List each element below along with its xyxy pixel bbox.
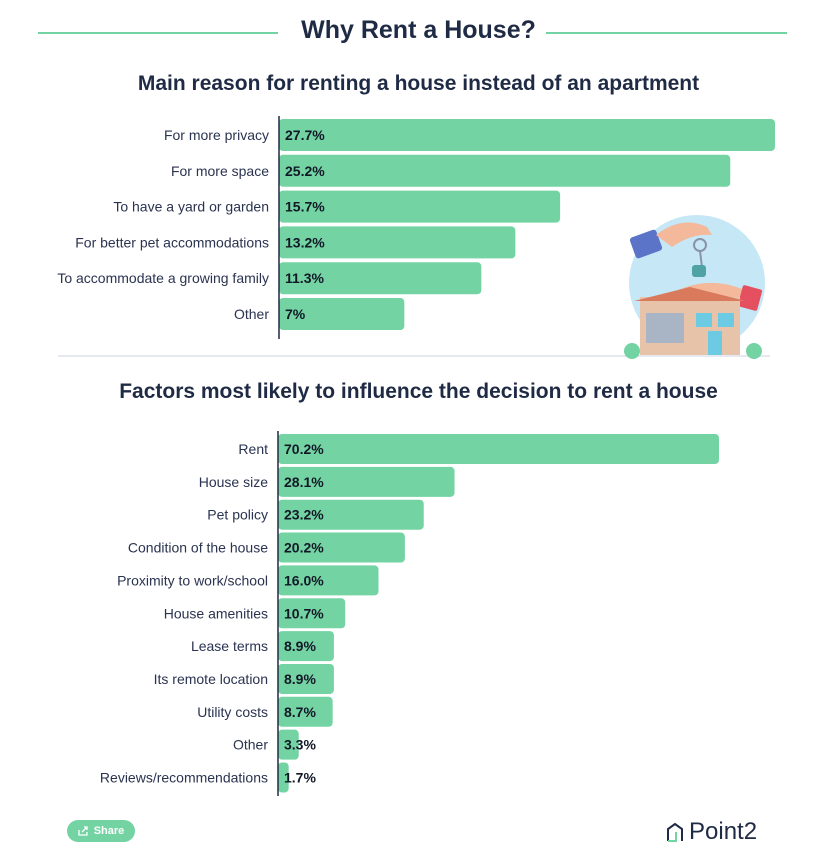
chart2-data-label: 23.2% xyxy=(284,507,324,523)
share-button[interactable]: Share xyxy=(67,820,135,842)
header-left-line xyxy=(38,32,278,34)
chart2-data-label: 8.7% xyxy=(284,704,316,720)
chart2-bar xyxy=(278,696,333,727)
chart2-category-label: House size xyxy=(199,474,268,490)
chart2-data-label: 20.2% xyxy=(284,540,324,556)
chart2-category-label: Pet policy xyxy=(207,507,268,523)
chart2-bar xyxy=(278,663,334,694)
chart2-category-label: Reviews/recommendations xyxy=(100,770,268,786)
chart1-data-label: 13.2% xyxy=(285,234,325,250)
chart1-bar xyxy=(279,154,731,187)
share-icon xyxy=(78,826,88,836)
chart2-bar xyxy=(278,631,334,662)
chart2-bar xyxy=(278,499,424,530)
chart2-data-label: 8.9% xyxy=(284,671,316,687)
chart1-category-label: For more privacy xyxy=(164,127,269,143)
chart2-category-label: Rent xyxy=(238,441,268,457)
chart2-data-label: 1.7% xyxy=(284,770,316,786)
chart2-category-label: Lease terms xyxy=(191,638,268,654)
chart1-data-label: 7% xyxy=(285,306,306,322)
chart2-data-label: 3.3% xyxy=(284,737,316,753)
chart2-category-label: Utility costs xyxy=(197,704,268,720)
chart2-bar xyxy=(278,434,719,464)
chart1-bar xyxy=(279,226,516,259)
chart2-category-label: Condition of the house xyxy=(128,540,268,556)
chart2-title: Factors most likely to influence the dec… xyxy=(119,380,718,403)
chart2-category-label: Proximity to work/school xyxy=(117,572,268,588)
page-title-text: Why Rent a House? xyxy=(291,16,546,44)
chart2-data-label: 8.9% xyxy=(284,638,316,654)
chart2-category-label: House amenities xyxy=(164,605,268,621)
chart2-category-label: Its remote location xyxy=(154,671,268,687)
point2-logo-icon xyxy=(667,822,683,842)
chart2-bar xyxy=(278,762,289,793)
chart1-category-label: For better pet accommodations xyxy=(75,234,269,250)
chart1-data-label: 15.7% xyxy=(285,199,325,215)
chart1-category-label: To have a yard or garden xyxy=(113,199,269,215)
chart1-bar xyxy=(279,119,775,151)
chart1-category-label: Other xyxy=(234,306,269,322)
chart2-data-label: 28.1% xyxy=(284,474,324,490)
brand-name: Point2 xyxy=(689,818,758,845)
page-title: Why Rent a House? xyxy=(0,16,837,45)
chart1-bar xyxy=(279,262,482,295)
chart1-data-label: 11.3% xyxy=(285,270,324,286)
house-keys-illustration xyxy=(624,215,765,359)
chart1-bar xyxy=(279,190,561,223)
chart1-category-label: For more space xyxy=(171,163,269,179)
chart2-bar xyxy=(278,598,346,629)
chart2-bar xyxy=(278,532,405,563)
chart1-data-label: 25.2% xyxy=(285,163,325,179)
chart2-data-label: 10.7% xyxy=(284,605,324,621)
chart2-bar xyxy=(278,466,455,497)
chart1-data-label: 27.7% xyxy=(285,127,325,143)
chart2-data-label: 70.2% xyxy=(284,441,324,457)
chart1-bar xyxy=(279,298,405,330)
chart1-category-label: To accommodate a growing family xyxy=(57,270,269,286)
header-right-line xyxy=(533,32,787,34)
point2-logo[interactable]: Point2 xyxy=(666,818,757,846)
chart2-bar xyxy=(278,729,299,760)
chart2-category-label: Other xyxy=(233,737,268,753)
chart2-bar xyxy=(278,565,379,596)
chart2-data-label: 16.0% xyxy=(284,572,324,588)
chart1-title: Main reason for renting a house instead … xyxy=(137,72,700,95)
section-divider xyxy=(58,355,770,357)
share-label: Share xyxy=(93,825,125,837)
